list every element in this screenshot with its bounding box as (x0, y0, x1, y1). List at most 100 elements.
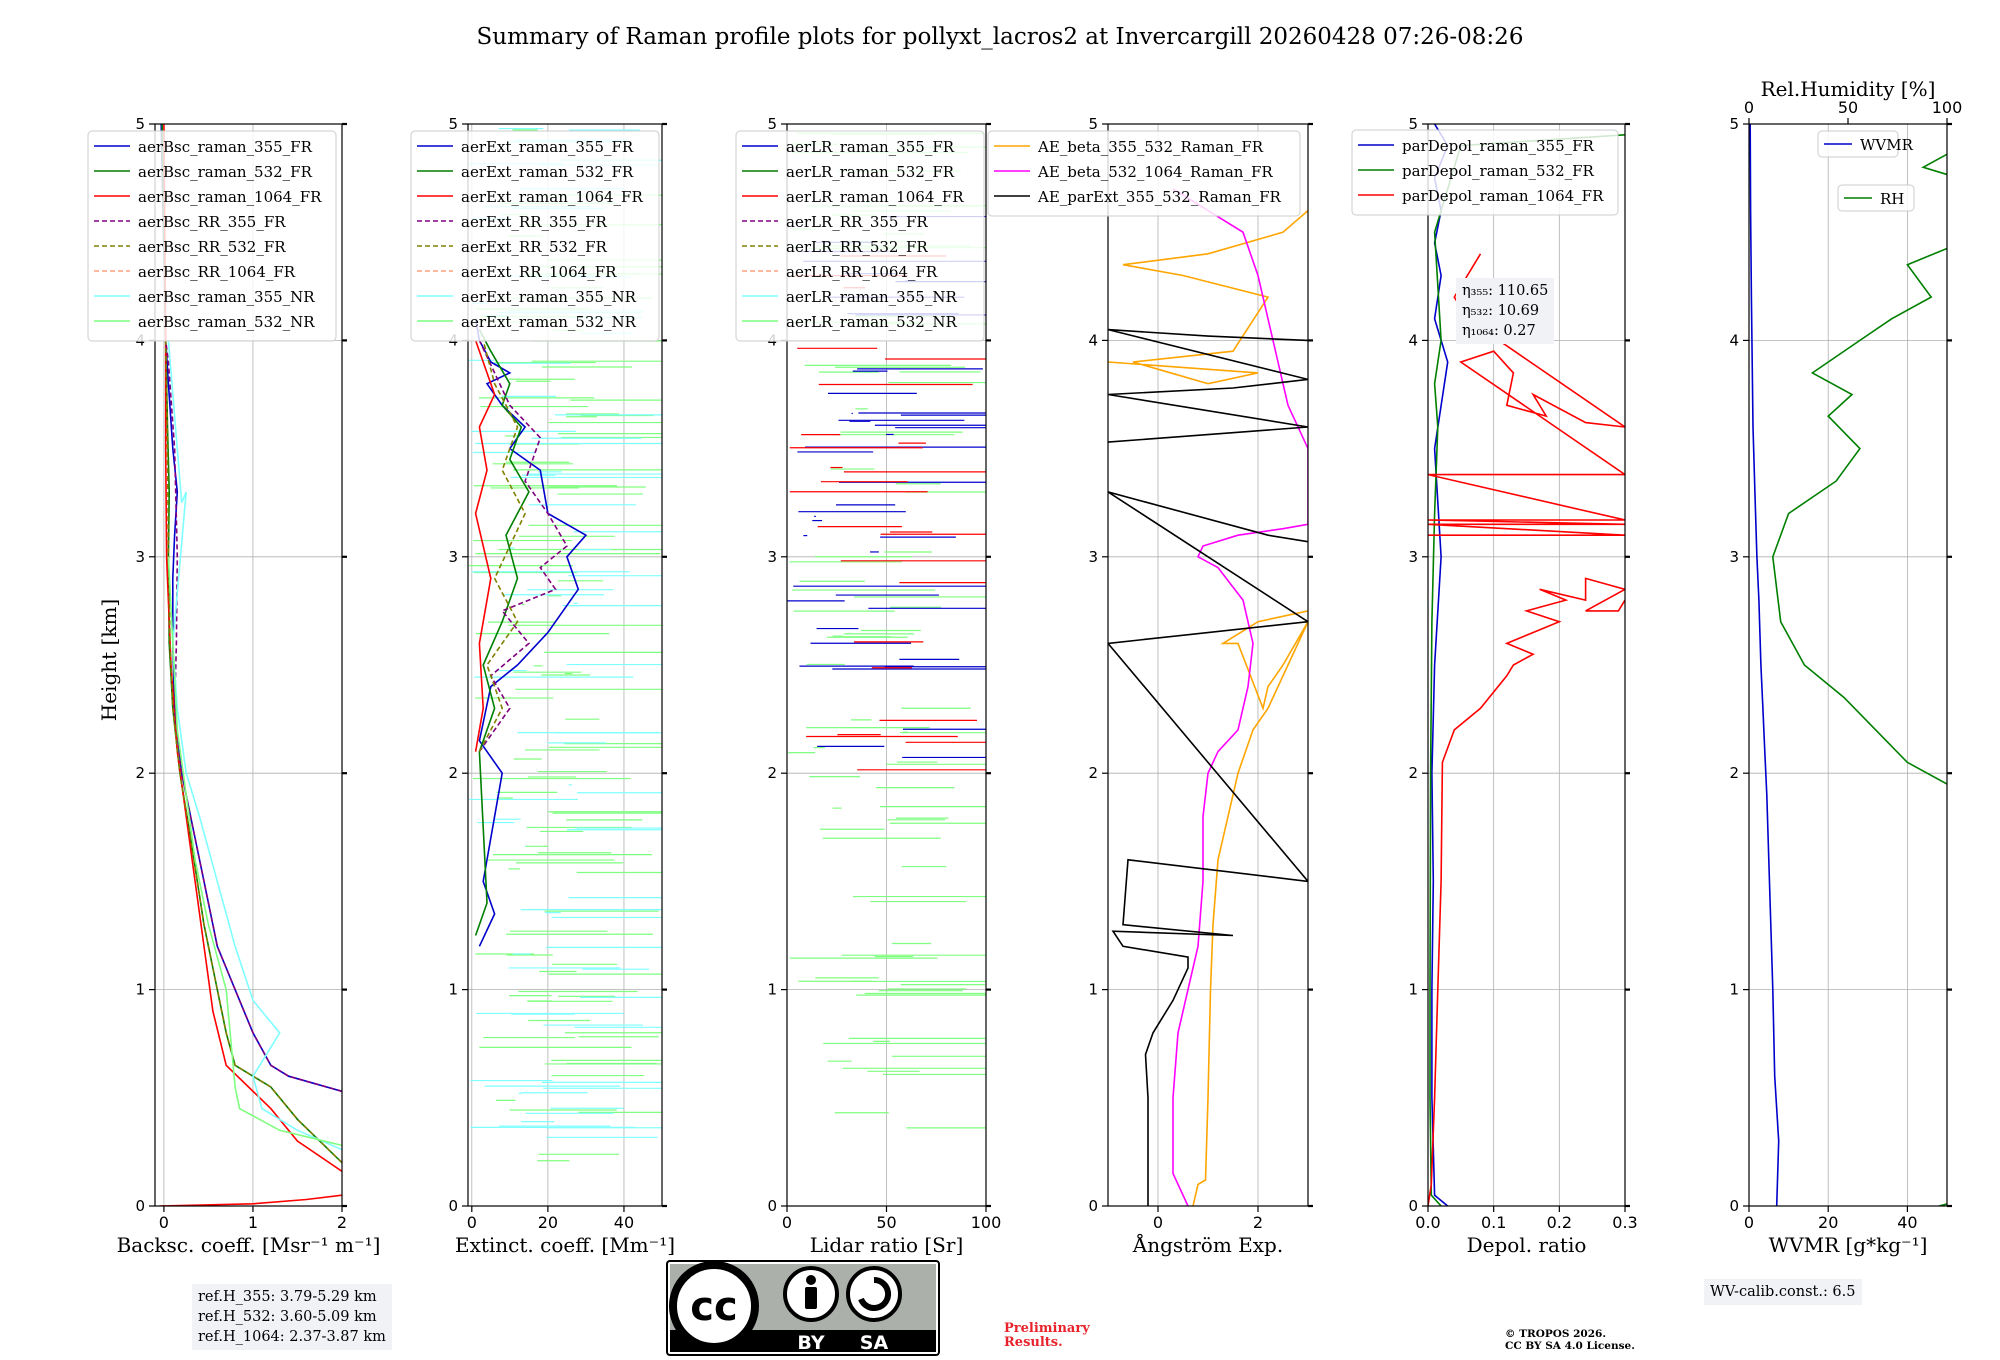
preliminary-line-1: Preliminary (1004, 1321, 1090, 1336)
eta-355: η₃₅₅: 110.65 (1462, 283, 1549, 299)
legend-label-bsc-7: aerBsc_raman_532_NR (138, 313, 315, 331)
ytick-label-dep-2: 2 (1408, 764, 1418, 782)
xtick-label-ae-1: 2 (1253, 1213, 1263, 1232)
legend-label-bsc-4: aerBsc_RR_532_FR (138, 238, 286, 256)
frame-dep (1427, 123, 1626, 1207)
copyright-line-2: CC BY SA 4.0 License. (1505, 1340, 1635, 1352)
legend-box-ext (410, 130, 660, 342)
xlabel-dep: Depol. ratio (1467, 1233, 1587, 1257)
legend-box-bsc (87, 130, 337, 342)
panel-ext: 02040012345Extinct. coeff. [Mm⁻¹]aerExt_… (410, 115, 675, 1257)
frame-bsc (154, 123, 343, 1207)
series-parDepol_raman_532_FR (1429, 134, 1625, 1206)
legend-ae: AE_beta_355_532_Raman_FR AE_beta_532_1064… (987, 130, 1301, 217)
series-AE_beta_355_532_Raman_FR_upper (1108, 209, 1308, 385)
legend-label-lr-7: aerLR_raman_532_NR (786, 313, 957, 331)
ytick-label-bsc-5: 5 (135, 115, 145, 133)
top-xtick-label-0: 0 (1744, 98, 1754, 117)
series-aerExt_raman_532_FR (474, 329, 530, 936)
xlabel-wv: WVMR [g*kg⁻¹] (1769, 1233, 1928, 1257)
refh-355: ref.H_355: 3.79-5.29 km (198, 1289, 377, 1305)
legend-label-dep-2: parDepol_raman_1064_FR (1402, 187, 1604, 205)
ytick-label-bsc-1: 1 (135, 981, 145, 999)
legend-box-lr (735, 130, 985, 342)
legend-label-lr-6: aerLR_raman_355_NR (786, 288, 957, 306)
ytick-label-ae-5: 5 (1088, 115, 1098, 133)
cc-mark: cc (690, 1284, 737, 1330)
series-aerBsc_raman_1064_FR_lowest (159, 1194, 342, 1206)
plot-area-ae (1108, 188, 1308, 1206)
ytick-label-wv-1: 1 (1729, 981, 1739, 999)
panels: 012012345Backsc. coeff. [Msr⁻¹ m⁻¹]aerBs… (87, 77, 1963, 1257)
series-parDepol_raman_355_FR (1431, 124, 1449, 1206)
legend-label-lr-1: aerLR_raman_532_FR (786, 163, 955, 181)
ytick-label-ext-3: 3 (448, 548, 458, 566)
preliminary-line-2: Results. (1004, 1335, 1063, 1350)
ytick-label-ae-4: 4 (1088, 331, 1098, 349)
legend-label-bsc-1: aerBsc_raman_532_FR (138, 163, 313, 181)
legend-label-dep-0: parDepol_raman_355_FR (1402, 137, 1595, 155)
xlabel-ext: Extinct. coeff. [Mm⁻¹] (455, 1233, 675, 1257)
xlabel-lr: Lidar ratio [Sr] (810, 1233, 964, 1257)
frame-wv (1748, 123, 1948, 1207)
xlabel-ae: Ångström Exp. (1132, 1232, 1283, 1257)
legend-dep: parDepol_raman_355_FR parDepol_raman_532_… (1351, 129, 1619, 216)
legend-label-wv-0: WVMR (1860, 136, 1914, 154)
legend-label-wv-1: RH (1880, 190, 1904, 208)
xtick-label-wv-2: 40 (1897, 1213, 1917, 1232)
ytick-label-ext-5: 5 (448, 115, 458, 133)
legend-label-ae-1: AE_beta_532_1064_Raman_FR (1037, 163, 1273, 181)
xtick-label-lr-2: 100 (971, 1213, 1002, 1232)
panel-ae: 0 2 0 1 2 3 4 5 Ångström Exp. AE_beta_355_532_Ram… (987, 115, 1313, 1257)
ytick-label-dep-5: 5 (1408, 115, 1418, 133)
legend-lr: aerLR_raman_355_FR aerLR_raman_532_FR aerL… (735, 130, 985, 342)
legend-label-bsc-3: aerBsc_RR_355_FR (138, 213, 286, 231)
xtick-label-dep-3: 0.3 (1612, 1213, 1637, 1232)
panel-wv: 0 20 40 0 1 2 3 4 5 WVMR [g*kg⁻¹] 0 50 100Rel.Humidi… (1729, 77, 1963, 1257)
legend-box-wv-0 (1817, 130, 1899, 158)
legend-bsc: aerBsc_raman_355_FR aerBsc_raman_532_FRae… (87, 130, 337, 342)
ytick-label-wv-3: 3 (1729, 548, 1739, 566)
legend-label-ext-2: aerExt_raman_1064_FR (461, 188, 643, 206)
wv-calib-text: WV-calib.const.: 6.5 (1710, 1284, 1856, 1300)
legend-label-lr-2: aerLR_raman_1064_FR (786, 188, 964, 206)
series-AE_beta_532_1064_Raman_FR (1172, 188, 1308, 1206)
xtick-label-dep-1: 0.1 (1481, 1213, 1506, 1232)
refh-1064: ref.H_1064: 2.37-3.87 km (198, 1329, 386, 1345)
y-axis-label: Height [km] (97, 599, 121, 721)
legend-box-wv-1 (1837, 184, 1915, 212)
refh-532: ref.H_532: 3.60-5.09 km (198, 1309, 377, 1325)
ytick-label-bsc-2: 2 (135, 764, 145, 782)
ytick-label-ext-1: 1 (448, 981, 458, 999)
xlabel-bsc: Backsc. coeff. [Msr⁻¹ m⁻¹] (117, 1233, 381, 1257)
xtick-label-wv-1: 20 (1818, 1213, 1838, 1232)
panel-dep: 0.0 0.1 0.2 0.3 0 1 2 3 4 5 Depol. ratio parDepol_r… (1351, 115, 1638, 1257)
panel-bsc: 012012345Backsc. coeff. [Msr⁻¹ m⁻¹]aerBs… (87, 115, 381, 1257)
legend-label-bsc-5: aerBsc_RR_1064_FR (138, 263, 296, 281)
xtick-label-lr-1: 50 (876, 1213, 896, 1232)
ytick-label-lr-3: 3 (767, 548, 777, 566)
plot-area-bsc (159, 124, 342, 1206)
legend-wv: WVMR RH (1817, 130, 1915, 212)
legend-ext: aerExt_raman_355_FR aerExt_raman_532_FRae… (410, 130, 660, 342)
legend-label-ae-2: AE_parExt_355_532_Raman_FR (1037, 188, 1282, 206)
series-AE_beta_355_532_Raman_FR (1192, 610, 1308, 1206)
ytick-label-dep-4: 4 (1408, 331, 1418, 349)
ytick-label-lr-5: 5 (767, 115, 777, 133)
ytick-label-ae-1: 1 (1088, 981, 1098, 999)
series-aerBsc_raman_532_NR (167, 556, 342, 1147)
xtick-label-ext-0: 0 (467, 1213, 477, 1232)
ytick-label-wv-0: 0 (1729, 1197, 1739, 1215)
eta-532: η₅₃₂: 10.69 (1462, 303, 1540, 319)
series-aerBsc_RR_355_FR (164, 340, 342, 1093)
xtick-label-dep-2: 0.2 (1547, 1213, 1572, 1232)
cc-by-sa-logo: cc BY SA (666, 1260, 940, 1356)
legend-label-lr-3: aerLR_RR_355_FR (786, 213, 928, 231)
series-AE_parExt_355_532_Raman_FR (1108, 491, 1308, 1206)
legend-label-ext-5: aerExt_RR_1064_FR (461, 263, 617, 281)
person-icon-head (806, 1275, 816, 1285)
legend-label-ext-6: aerExt_raman_355_NR (461, 288, 637, 306)
top-xtick-label-2: 100 (1932, 98, 1963, 117)
legend-label-ae-0: AE_beta_355_532_Raman_FR (1037, 138, 1264, 156)
